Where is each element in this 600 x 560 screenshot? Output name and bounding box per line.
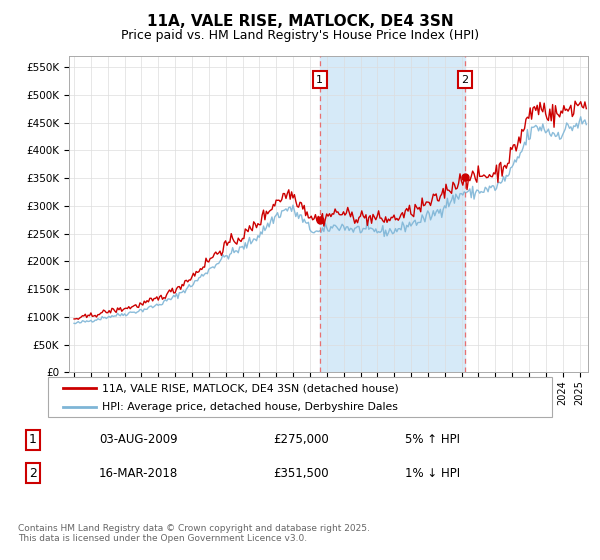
Text: 11A, VALE RISE, MATLOCK, DE4 3SN (detached house): 11A, VALE RISE, MATLOCK, DE4 3SN (detach… [102, 383, 399, 393]
Text: 5% ↑ HPI: 5% ↑ HPI [405, 433, 460, 446]
Text: 16-MAR-2018: 16-MAR-2018 [99, 466, 178, 480]
Text: 03-AUG-2009: 03-AUG-2009 [99, 433, 178, 446]
Text: 11A, VALE RISE, MATLOCK, DE4 3SN: 11A, VALE RISE, MATLOCK, DE4 3SN [146, 14, 454, 29]
Text: 1: 1 [316, 74, 323, 85]
Text: 1% ↓ HPI: 1% ↓ HPI [405, 466, 460, 480]
Text: £275,000: £275,000 [273, 433, 329, 446]
Text: £351,500: £351,500 [273, 466, 329, 480]
Text: Price paid vs. HM Land Registry's House Price Index (HPI): Price paid vs. HM Land Registry's House … [121, 29, 479, 42]
Text: Contains HM Land Registry data © Crown copyright and database right 2025.
This d: Contains HM Land Registry data © Crown c… [18, 524, 370, 543]
Text: 2: 2 [29, 466, 37, 480]
Text: 1: 1 [29, 433, 37, 446]
Text: 2: 2 [461, 74, 469, 85]
Text: HPI: Average price, detached house, Derbyshire Dales: HPI: Average price, detached house, Derb… [102, 402, 398, 412]
Bar [320, 56, 465, 372]
